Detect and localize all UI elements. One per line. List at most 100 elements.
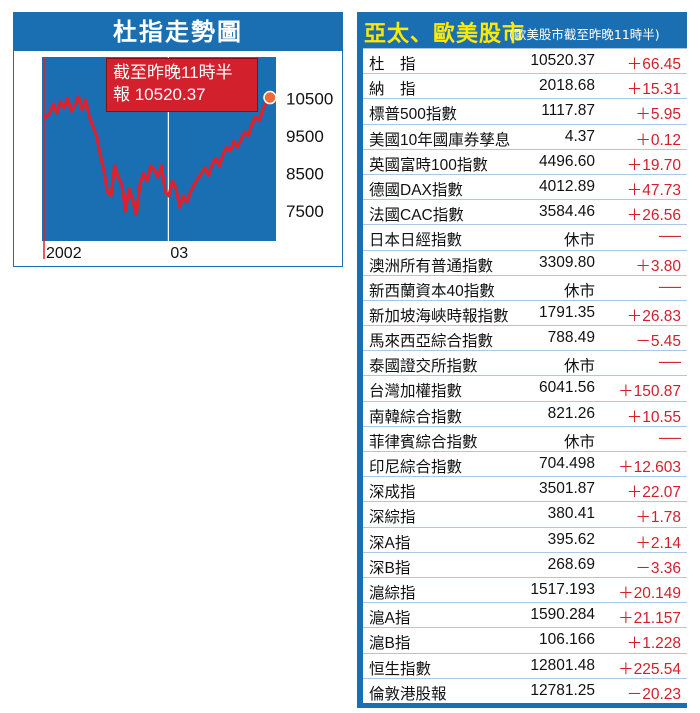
index-name: 深A指 bbox=[369, 534, 411, 552]
index-change: －5.45 bbox=[635, 333, 681, 351]
index-name: 菲律賓綜合指數 bbox=[369, 433, 478, 451]
annotation-line-2: 報 10520.37 bbox=[113, 85, 206, 104]
index-name: 印尼綜合指數 bbox=[369, 459, 463, 476]
x-tick-label: 03 bbox=[170, 245, 188, 262]
table-row: 日本日經指數 休市 ── bbox=[363, 224, 687, 250]
index-change: ＋1.78 bbox=[635, 509, 681, 527]
table-row: 深綜指 380.41 ＋1.78 bbox=[363, 501, 687, 527]
index-change: ＋26.83 bbox=[626, 307, 681, 325]
index-change: ── bbox=[659, 228, 681, 246]
index-value: 380.41 bbox=[547, 505, 595, 523]
index-name: 標普500指數 bbox=[369, 106, 457, 124]
index-name: 德國DAX指數 bbox=[369, 181, 463, 199]
table-row: 滬綜指 1517.193 ＋20.149 bbox=[363, 576, 687, 603]
index-change: ＋26.56 bbox=[626, 207, 681, 225]
index-name: 杜 指 bbox=[369, 56, 416, 73]
index-value: 3584.46 bbox=[538, 203, 595, 221]
index-name: 美國10年國庫券孳息 bbox=[369, 131, 511, 149]
index-value: 休市 bbox=[563, 232, 595, 250]
index-value: 821.26 bbox=[547, 404, 595, 422]
index-change: ＋0.12 bbox=[635, 131, 681, 149]
index-change: ＋47.73 bbox=[626, 181, 681, 199]
index-value: 12801.48 bbox=[530, 656, 595, 674]
markets-table-body: 杜 指 10520.37 ＋66.45 納 指 2018.68 ＋15.31 標普500指數… bbox=[363, 48, 687, 703]
index-name: 英國富時100指數 bbox=[369, 156, 488, 174]
index-value: 休市 bbox=[563, 433, 595, 451]
index-name: 深綜指 bbox=[369, 509, 416, 527]
index-name: 澳洲所有普通指數 bbox=[369, 257, 494, 275]
table-row: 新加坡海峽時報指數 1791.35 ＋26.83 bbox=[363, 299, 687, 326]
index-value: 4496.60 bbox=[538, 152, 595, 170]
index-value: 4012.89 bbox=[538, 177, 595, 195]
index-value: 1791.35 bbox=[538, 303, 595, 321]
table-row: 滬B指 106.166 ＋1.228 bbox=[363, 627, 687, 653]
table-row: 南韓綜合指數 821.26 ＋10.55 bbox=[363, 400, 687, 426]
index-value: 休市 bbox=[563, 358, 595, 376]
x-tick-label: 2002 bbox=[46, 245, 82, 262]
table-row: 倫敦港股報 12781.25 －20.23 bbox=[363, 677, 687, 703]
last-value-marker bbox=[263, 90, 277, 105]
index-name: 泰國證交所指數 bbox=[369, 358, 478, 376]
table-row: 恒生指數 12801.48 ＋225.54 bbox=[363, 652, 687, 678]
index-value: 12781.25 bbox=[530, 681, 595, 699]
table-row: 深成指 3501.87 ＋22.07 bbox=[363, 476, 687, 502]
dow-chart-panel: 7500 8500 9500 10500 2002 03 杜指走勢圖 截至昨晚11時半 … bbox=[13, 12, 343, 267]
index-name: 深B指 bbox=[369, 559, 411, 577]
index-value: 704.498 bbox=[538, 455, 595, 472]
index-value: 3309.80 bbox=[538, 253, 595, 271]
table-row: 新西蘭資本40指數 休市 ── bbox=[363, 274, 687, 300]
index-name: 納 指 bbox=[369, 81, 416, 99]
index-value: 106.166 bbox=[538, 631, 595, 649]
index-name: 倫敦港股報 bbox=[369, 685, 447, 703]
index-change: ＋2.14 bbox=[635, 534, 681, 552]
index-change: ＋21.157 bbox=[618, 610, 681, 628]
index-value: 1117.87 bbox=[541, 102, 595, 120]
index-value: 268.69 bbox=[547, 555, 595, 573]
index-value: 休市 bbox=[563, 282, 595, 300]
table-row: 德國DAX指數 4012.89 ＋47.73 bbox=[363, 173, 687, 200]
table-row: 澳洲所有普通指數 3309.80 ＋3.80 bbox=[363, 249, 687, 275]
markets-table-panel: 亞太、歐美股市 (歐美股市截至昨晚11時半) 杜 指 10520.37 ＋66.45… bbox=[357, 12, 687, 708]
index-change: ＋15.31 bbox=[626, 81, 681, 99]
table-row: 泰國證交所指數 休市 ── bbox=[363, 350, 687, 376]
table-row: 台灣加權指數 6041.56 ＋150.87 bbox=[363, 375, 687, 401]
index-value: 2018.68 bbox=[538, 77, 595, 95]
table-row: 馬來西亞綜合指數 788.49 －5.45 bbox=[363, 325, 687, 351]
index-name: 台灣加權指數 bbox=[369, 383, 463, 401]
table-row: 菲律賓綜合指數 休市 ── bbox=[363, 425, 687, 451]
index-change: －20.23 bbox=[626, 685, 681, 703]
index-name: 滬綜指 bbox=[369, 584, 416, 602]
table-row: 法國CAC指數 3584.46 ＋26.56 bbox=[363, 199, 687, 225]
index-value: 1590.284 bbox=[530, 606, 595, 624]
index-name: 新加坡海峽時報指數 bbox=[369, 307, 509, 325]
index-name: 深成指 bbox=[369, 484, 416, 502]
table-row: 標普500指數 1117.87 ＋5.95 bbox=[363, 98, 687, 124]
latest-value-annotation: 截至昨晚11時半 報 10520.37 bbox=[106, 58, 258, 112]
index-change: ＋66.45 bbox=[626, 56, 681, 73]
index-name: 南韓綜合指數 bbox=[369, 408, 463, 426]
table-row: 美國10年國庫券孳息 4.37 ＋0.12 bbox=[363, 123, 687, 149]
table-header: 亞太、歐美股市 (歐美股市截至昨晚11時半) bbox=[357, 12, 687, 48]
table-title: 亞太、歐美股市 bbox=[364, 22, 526, 47]
index-change: ＋150.87 bbox=[618, 383, 681, 401]
table-row: 深B指 268.69 －3.36 bbox=[363, 551, 687, 577]
chart-title: 杜指走勢圖 bbox=[14, 13, 342, 51]
index-change: ── bbox=[659, 278, 681, 296]
table-row: 納 指 2018.68 ＋15.31 bbox=[363, 73, 687, 99]
index-name: 滬B指 bbox=[369, 635, 411, 653]
index-change: －3.36 bbox=[635, 559, 681, 577]
index-name: 馬來西亞綜合指數 bbox=[369, 333, 494, 351]
table-row: 深A指 395.62 ＋2.14 bbox=[363, 526, 687, 552]
index-change: ＋19.70 bbox=[626, 156, 681, 174]
table-row: 英國富時100指數 4496.60 ＋19.70 bbox=[363, 148, 687, 174]
y-tick-label: 8500 bbox=[286, 164, 324, 183]
index-change: ＋10.55 bbox=[626, 408, 681, 426]
y-tick-label: 10500 bbox=[286, 89, 333, 108]
index-name: 法國CAC指數 bbox=[369, 207, 464, 225]
index-change: ── bbox=[659, 429, 681, 447]
dow-series-line bbox=[44, 94, 272, 217]
index-value: 3501.87 bbox=[538, 480, 595, 498]
index-change: ＋22.07 bbox=[626, 484, 681, 502]
index-name: 滬A指 bbox=[369, 610, 411, 628]
index-value: 788.49 bbox=[547, 329, 595, 347]
